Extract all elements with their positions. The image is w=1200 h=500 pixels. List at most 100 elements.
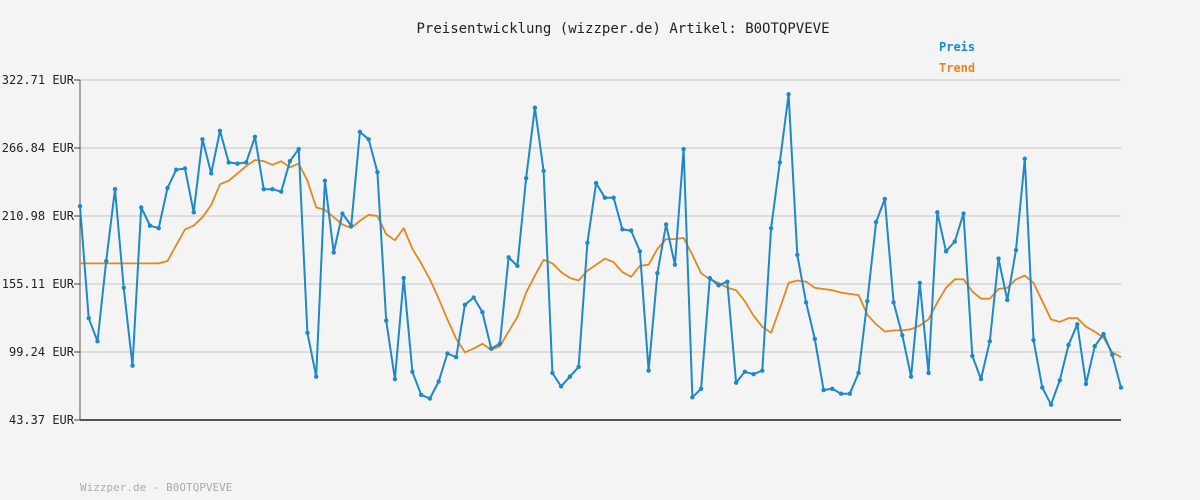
- data-point-preis: [235, 161, 240, 166]
- data-point-preis: [672, 262, 678, 267]
- data-point-preis: [663, 222, 669, 227]
- data-markers: [77, 92, 1124, 407]
- data-point-preis: [348, 223, 354, 228]
- data-point-preis: [628, 228, 634, 233]
- data-point-preis: [576, 364, 581, 370]
- data-point-preis: [725, 279, 730, 284]
- data-point-preis: [803, 300, 809, 305]
- data-point-preis: [733, 380, 739, 385]
- data-point-preis: [856, 370, 861, 376]
- data-point-preis: [996, 256, 1001, 261]
- data-point-preis: [427, 396, 433, 401]
- data-point-preis: [252, 134, 258, 140]
- data-point-preis: [244, 160, 249, 165]
- data-point-preis: [77, 204, 83, 209]
- data-point-preis: [917, 280, 922, 286]
- data-point-preis: [882, 196, 888, 202]
- grid-lines: [80, 79, 1121, 353]
- data-point-preis: [935, 210, 940, 215]
- legend-item-preis: Preis: [939, 40, 975, 54]
- data-point-preis: [95, 339, 100, 344]
- data-point-preis: [908, 374, 914, 379]
- data-point-preis: [147, 223, 153, 228]
- data-point-preis: [698, 386, 704, 392]
- data-point-preis: [1118, 385, 1124, 390]
- data-point-preis: [209, 171, 214, 176]
- data-point-preis: [620, 227, 625, 232]
- data-point-preis: [331, 250, 336, 255]
- data-point-preis: [777, 160, 783, 165]
- data-point-preis: [847, 391, 853, 396]
- data-point-preis: [961, 211, 966, 216]
- data-point-preis: [795, 252, 800, 258]
- data-point-preis: [86, 316, 91, 321]
- series-line-trend: [80, 159, 1122, 358]
- data-point-preis: [156, 225, 161, 231]
- y-tick-label: 99.24 EUR: [9, 345, 75, 359]
- data-point-preis: [313, 374, 319, 379]
- data-point-preis: [943, 249, 949, 254]
- data-point-preis: [987, 339, 992, 344]
- data-point-preis: [226, 160, 231, 165]
- data-point-preis: [1048, 402, 1054, 407]
- data-point-preis: [611, 195, 616, 200]
- data-point-preis: [436, 379, 441, 384]
- data-point-preis: [445, 351, 450, 356]
- data-point-preis: [392, 376, 398, 382]
- data-point-preis: [865, 298, 870, 304]
- y-tick-label: 266.84 EUR: [2, 141, 75, 155]
- y-tick-label: 155.11 EUR: [2, 277, 75, 291]
- data-point-preis: [873, 219, 879, 225]
- data-point-preis: [900, 333, 905, 338]
- data-point-preis: [515, 263, 520, 269]
- data-point-preis: [383, 318, 389, 323]
- data-point-preis: [1005, 297, 1010, 303]
- data-point-preis: [1031, 337, 1036, 343]
- series-line-preis: [79, 93, 1122, 406]
- data-point-preis: [812, 336, 818, 342]
- data-point-preis: [707, 275, 713, 281]
- data-point-preis: [532, 105, 538, 110]
- y-tick-label: 322.71 EUR: [2, 73, 75, 87]
- data-point-preis: [1066, 342, 1071, 348]
- data-point-preis: [838, 391, 844, 396]
- data-point-preis: [1075, 322, 1080, 327]
- data-point-preis: [970, 353, 975, 359]
- data-point-preis: [366, 137, 371, 142]
- y-tick-label: 210.98 EUR: [2, 209, 75, 223]
- chart-title: Preisentwicklung (wizzper.de) Artikel: B…: [416, 21, 829, 37]
- data-point-preis: [296, 146, 301, 152]
- data-point-preis: [287, 158, 293, 164]
- axes: [79, 80, 1121, 421]
- data-point-preis: [786, 92, 791, 97]
- data-point-preis: [480, 309, 485, 315]
- data-point-preis: [541, 168, 546, 174]
- data-point-preis: [174, 167, 179, 172]
- data-point-preis: [1110, 352, 1115, 357]
- data-point-preis: [523, 176, 529, 181]
- data-point-preis: [471, 295, 476, 300]
- data-point-preis: [558, 384, 564, 389]
- series-lines: [79, 93, 1122, 406]
- footer-text: Wizzper.de - B0OTQPVEVE: [80, 481, 232, 494]
- data-point-preis: [418, 392, 424, 398]
- data-point-preis: [926, 370, 931, 376]
- data-point-preis: [655, 270, 660, 276]
- data-point-preis: [112, 186, 118, 192]
- legend-item-trend: Trend: [939, 61, 975, 75]
- data-point-preis: [690, 395, 695, 400]
- data-point-preis: [462, 302, 468, 308]
- data-point-preis: [1013, 247, 1019, 253]
- data-point-preis: [602, 195, 608, 200]
- data-point-preis: [637, 249, 643, 254]
- data-point-preis: [139, 205, 144, 210]
- data-point-preis: [270, 186, 275, 192]
- data-point-preis: [410, 369, 415, 374]
- data-point-preis: [830, 386, 835, 392]
- data-point-preis: [165, 185, 170, 191]
- data-point-preis: [375, 169, 380, 175]
- data-point-preis: [646, 368, 651, 373]
- data-point-preis: [751, 371, 756, 377]
